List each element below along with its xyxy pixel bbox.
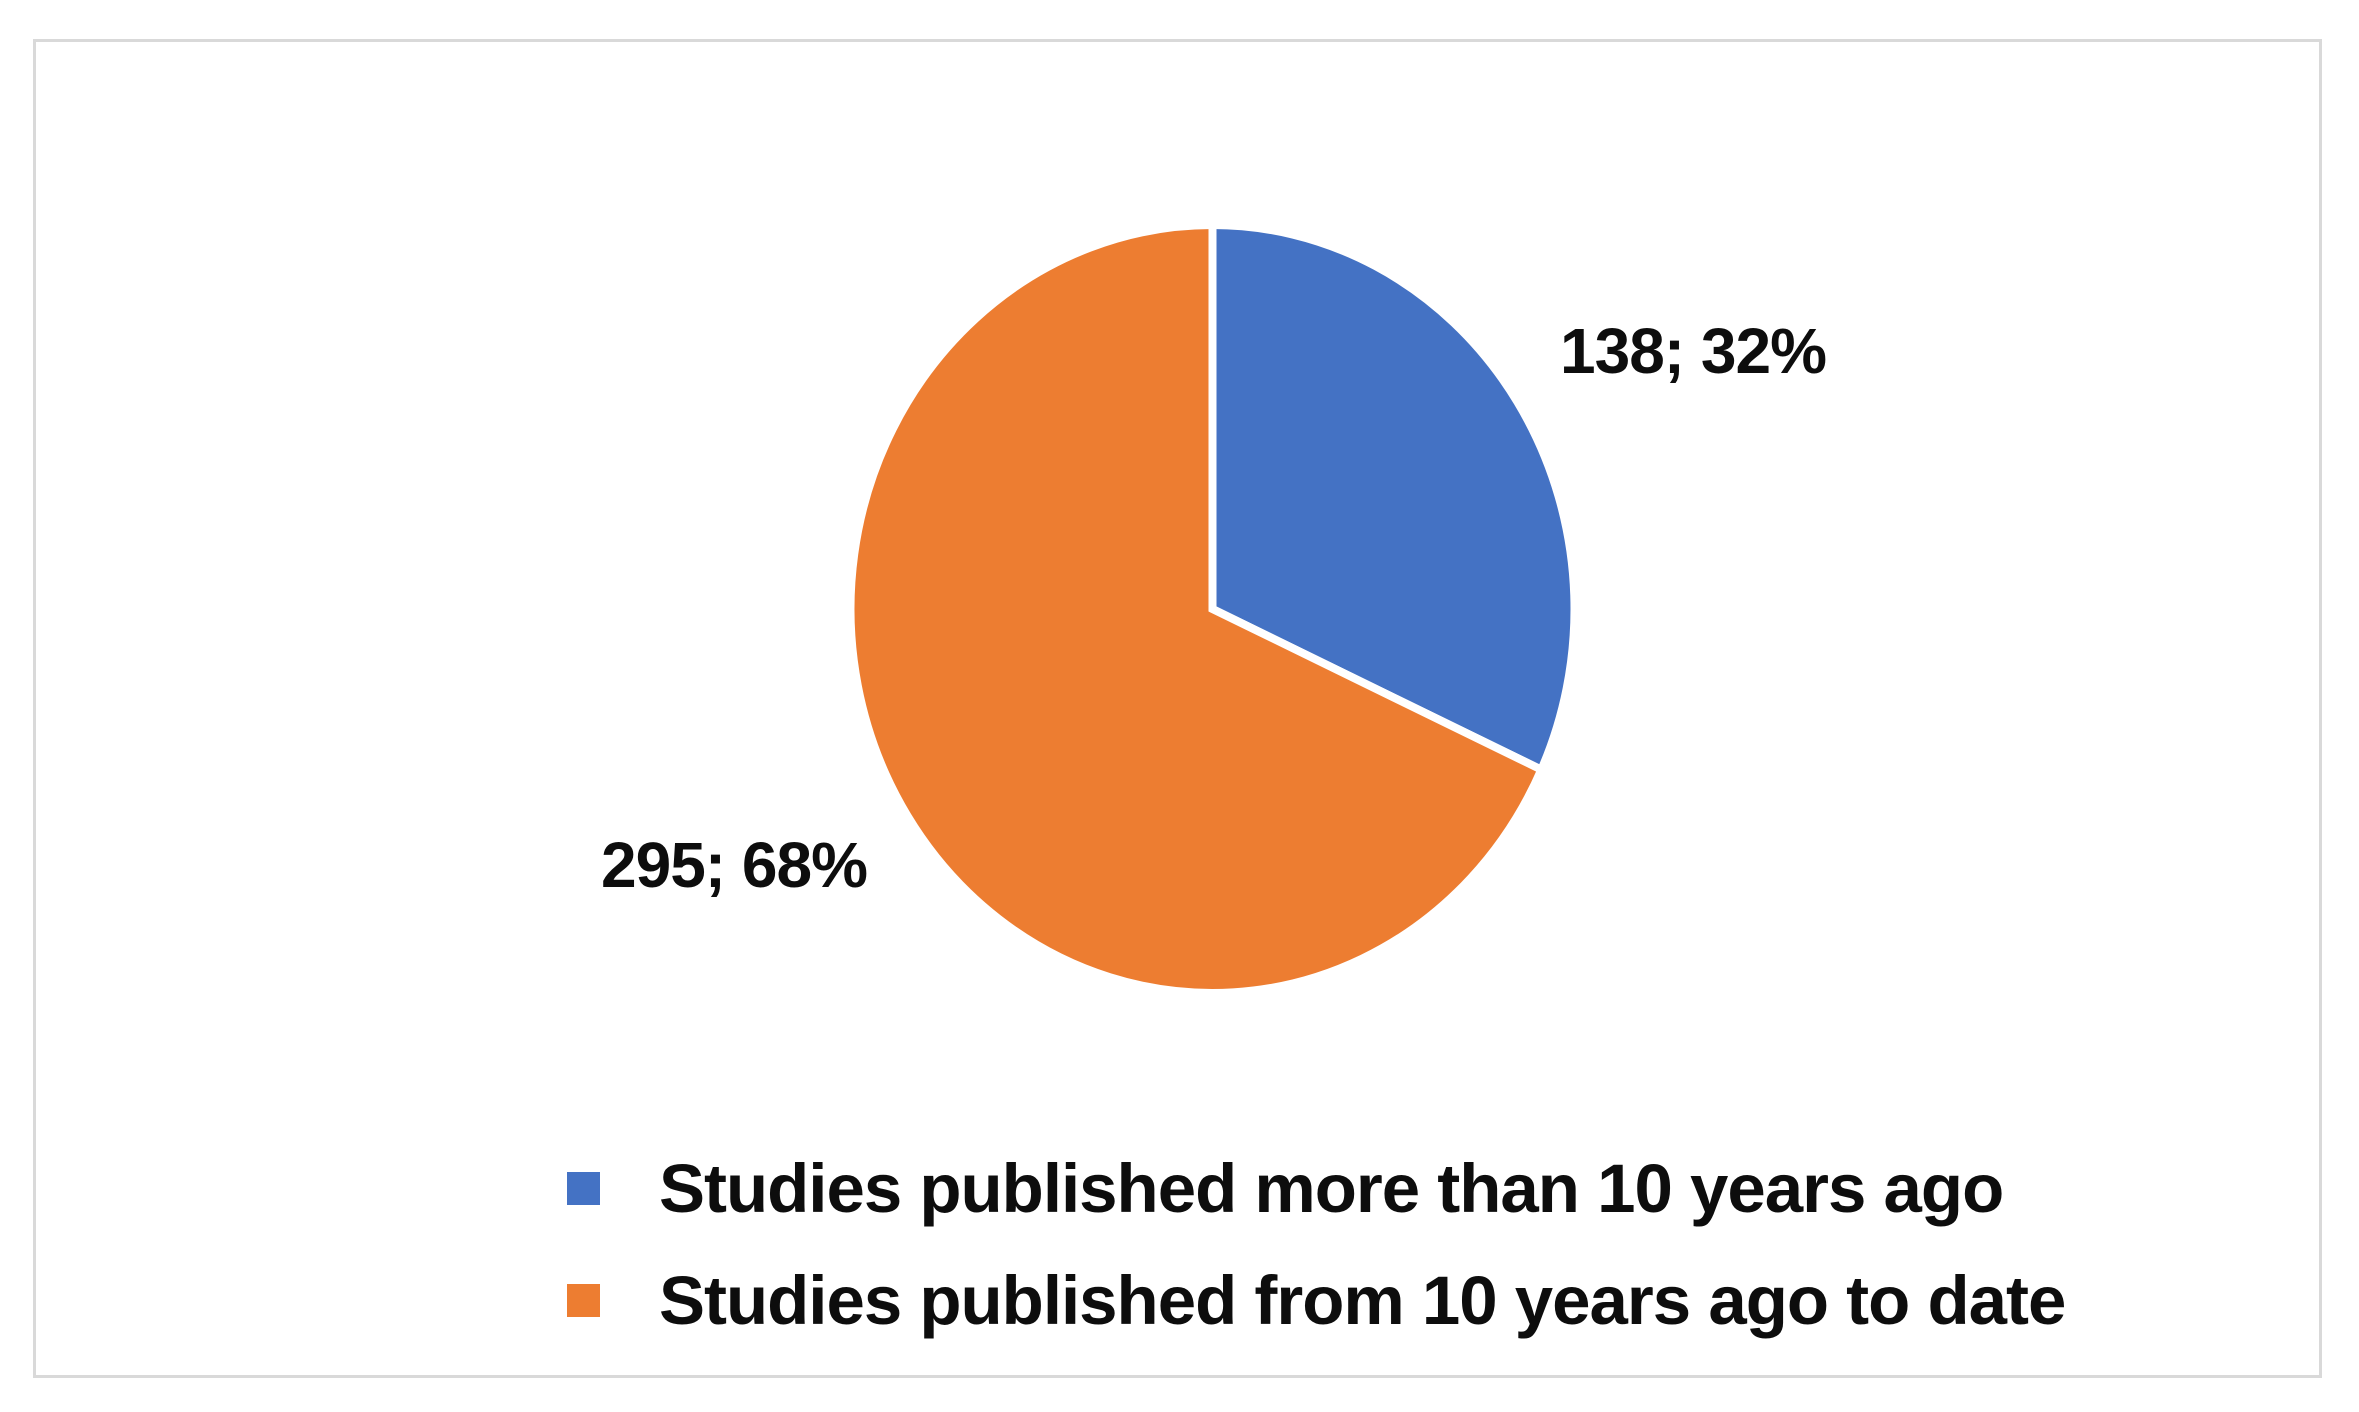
legend-label-blue: Studies published more than 10 years ago [659, 1150, 2004, 1227]
legend-marker-orange-icon [567, 1284, 600, 1317]
chart-frame: 138; 32% 295; 68% Studies published more… [33, 39, 2322, 1378]
legend-label-orange: Studies published from 10 years ago to d… [659, 1262, 2066, 1339]
pie-slice [1208, 221, 1579, 776]
pie-slice [846, 221, 1547, 997]
data-label-orange-slice: 295; 68% [601, 829, 868, 901]
legend-marker-blue-icon [567, 1172, 600, 1205]
legend: Studies published more than 10 years ago… [567, 1154, 2066, 1378]
data-label-blue-slice: 138; 32% [1560, 315, 1827, 387]
pie-chart [846, 221, 1579, 997]
legend-row-blue: Studies published more than 10 years ago [567, 1154, 2065, 1223]
legend-row-orange: Studies published from 10 years ago to d… [567, 1262, 2066, 1339]
